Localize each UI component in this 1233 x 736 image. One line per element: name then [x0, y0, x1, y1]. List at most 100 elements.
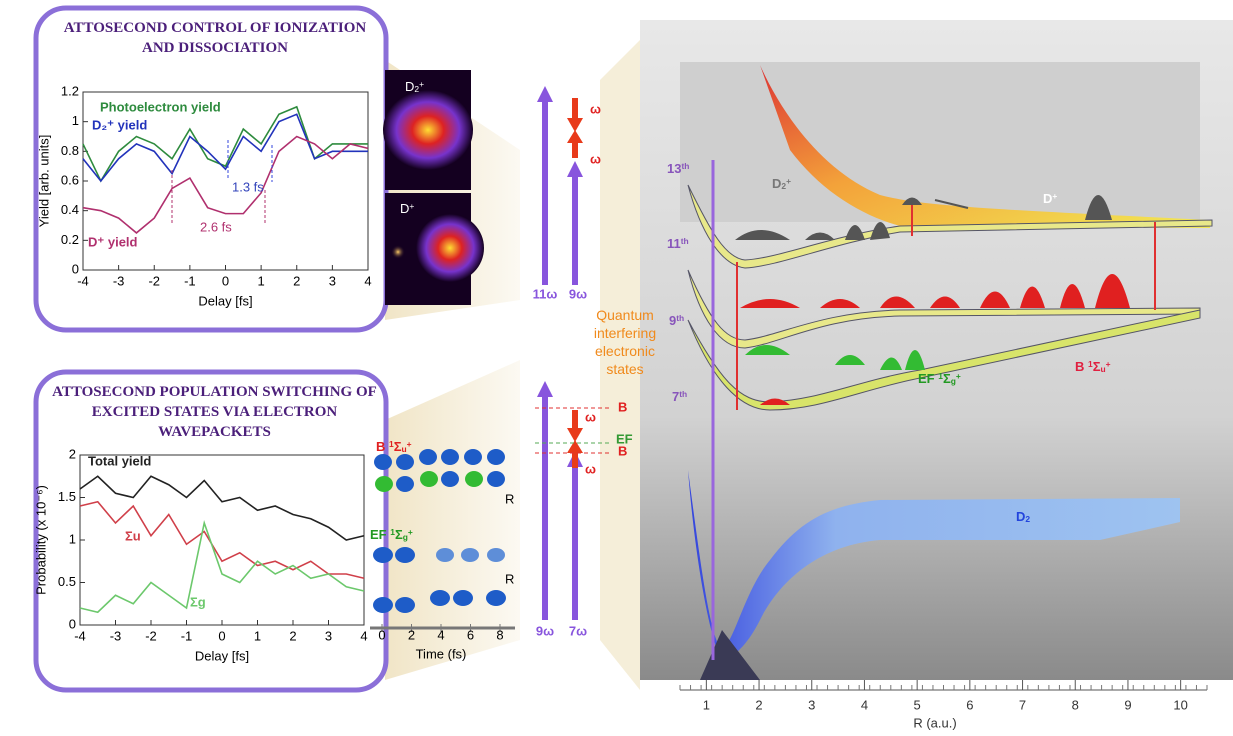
- y-axis-label: Probability (x 10⁻⁶): [33, 485, 48, 595]
- scheme-label: ω: [590, 101, 601, 116]
- x-tick-label: 2: [293, 273, 300, 288]
- y-tick-label: 0: [69, 616, 76, 631]
- surface: [680, 62, 1200, 222]
- r-label: R: [505, 491, 514, 506]
- x-axis-label: Delay [fs]: [198, 293, 252, 308]
- y-tick-label: 1.2: [61, 83, 79, 98]
- y-tick-label: 0.4: [61, 202, 79, 217]
- text-part: +: [1052, 191, 1057, 201]
- annotation: 2.6 fs: [200, 219, 232, 234]
- wavepacket: [486, 590, 506, 606]
- text-part: Σ: [395, 527, 403, 542]
- note: Quantum interfering electronic states: [575, 306, 675, 378]
- legend-label: Photoelectron yield: [100, 99, 221, 114]
- wavepacket: [464, 449, 482, 465]
- text-part: B: [1075, 359, 1088, 374]
- y-tick-label: 1: [72, 113, 79, 128]
- text-part: D: [1016, 509, 1025, 524]
- x-tick-label: -3: [110, 628, 122, 643]
- x-tick-label: 4: [364, 273, 371, 288]
- wavepacket: [375, 476, 393, 492]
- x-tick-label: -3: [113, 273, 125, 288]
- text-part: EF: [370, 527, 390, 542]
- x-tick-label: 0: [378, 627, 385, 642]
- x-tick-label: 1: [703, 697, 710, 712]
- scheme-label: 11ω: [533, 286, 558, 301]
- legend-label: D⁺ yield: [88, 234, 138, 249]
- chart-title: ATTOSECOND POPULATION SWITCHING OF EXCIT…: [42, 382, 387, 442]
- wavepacket: [487, 548, 505, 562]
- text-part: 2: [1025, 514, 1030, 524]
- y-tick-label: 0.8: [61, 143, 79, 158]
- x-axis-label: Time (fs): [416, 646, 467, 661]
- x-tick-label: 8: [1072, 697, 1079, 712]
- text-part: +: [419, 79, 424, 89]
- density-image: [391, 245, 405, 259]
- x-tick-label: 2: [408, 627, 415, 642]
- x-tick-label: -2: [148, 273, 160, 288]
- x-axis-label: Delay [fs]: [195, 648, 249, 663]
- text-part: +: [408, 527, 413, 537]
- annotation: 1.3 fs: [232, 179, 264, 194]
- x-tick-label: -1: [181, 628, 193, 643]
- x-tick-label: 1: [254, 628, 261, 643]
- page: {"chart_data":[ {"type":"line","title":"…: [0, 0, 1233, 736]
- text-part: th: [676, 313, 684, 323]
- x-tick-label: 3: [329, 273, 336, 288]
- density-image: [416, 214, 484, 282]
- text-part: D: [405, 79, 414, 94]
- wavepacket: [436, 548, 454, 562]
- text-part: D: [400, 201, 409, 216]
- scheme-label: 9ω: [569, 286, 587, 301]
- wavepacket: [395, 547, 415, 563]
- x-tick-label: 3: [808, 697, 815, 712]
- scheme-label: ω: [590, 151, 601, 166]
- wavepacket: [419, 449, 437, 465]
- wavepacket: [461, 548, 479, 562]
- y-tick-label: 0.6: [61, 172, 79, 187]
- x-tick-label: 7: [1019, 697, 1026, 712]
- text-part: Σ: [394, 439, 402, 454]
- text-part: 7: [672, 389, 679, 404]
- text-part: 11: [667, 236, 681, 251]
- wavepacket: [373, 547, 393, 563]
- scheme-label: ω: [585, 409, 596, 424]
- x-axis-label: R (a.u.): [913, 715, 956, 730]
- legend-label: Σu: [125, 528, 141, 543]
- level-label: B: [618, 399, 627, 414]
- text-part: 13: [667, 161, 681, 176]
- wavepacket: [395, 597, 415, 613]
- y-tick-label: 0: [72, 261, 79, 276]
- wavepacket: [396, 476, 414, 492]
- x-tick-label: 8: [496, 627, 503, 642]
- state-label: B 1Σu+: [1075, 359, 1111, 375]
- scheme-label: ω: [585, 461, 596, 476]
- text-part: +: [956, 371, 961, 381]
- wavepacket: [487, 471, 505, 487]
- chart-title: ATTOSECOND CONTROL OF IONIZATION AND DIS…: [50, 18, 380, 58]
- text-part: D: [772, 176, 781, 191]
- x-tick-label: 2: [755, 697, 762, 712]
- x-tick-label: -2: [145, 628, 157, 643]
- scheme-label: 9ω: [536, 623, 554, 638]
- x-tick-label: 4: [437, 627, 444, 642]
- x-tick-label: 4: [861, 697, 868, 712]
- x-tick-label: 5: [914, 697, 921, 712]
- wavepacket: [441, 471, 459, 487]
- wavepacket: [441, 449, 459, 465]
- text-part: +: [786, 176, 791, 186]
- x-tick-label: 9: [1124, 697, 1131, 712]
- text-part: +: [1106, 359, 1111, 369]
- wavepacket: [465, 471, 483, 487]
- y-tick-label: 0.2: [61, 232, 79, 247]
- legend-label: D₂⁺ yield: [92, 117, 147, 132]
- text-part: EF: [918, 371, 938, 386]
- scheme-label: 7ω: [569, 623, 587, 638]
- level-label: B: [618, 443, 627, 458]
- text-part: th: [679, 389, 687, 399]
- x-tick-label: 6: [966, 697, 973, 712]
- x-tick-label: 10: [1173, 697, 1187, 712]
- y-tick-label: 0.5: [58, 574, 76, 589]
- x-tick-label: 3: [325, 628, 332, 643]
- x-tick-label: 1: [258, 273, 265, 288]
